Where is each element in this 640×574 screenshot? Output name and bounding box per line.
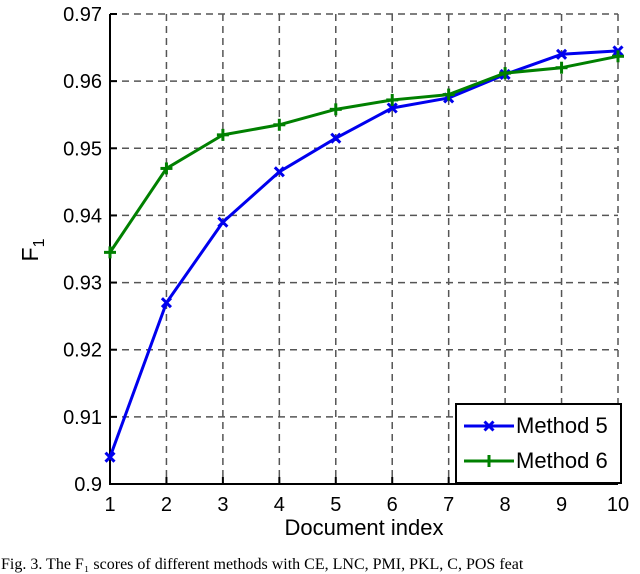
- y-axis-label-subscript: 1: [30, 238, 48, 248]
- x-tick-label: 5: [330, 494, 341, 516]
- marker-method-5: [160, 297, 173, 309]
- legend-swatch-marker: [483, 420, 495, 432]
- x-tick-label: 8: [500, 494, 511, 516]
- x-tick-label: 10: [607, 494, 629, 516]
- y-tick-label: 0.93: [63, 273, 102, 295]
- legend: Method 5 Method 6: [455, 403, 622, 484]
- legend-line-x-marker-icon: [464, 420, 514, 432]
- x-tick-label: 3: [217, 494, 228, 516]
- x-tick-label: 4: [274, 494, 285, 516]
- marker-method-5: [386, 102, 398, 114]
- x-tick-label: 1: [104, 494, 115, 516]
- marker-method-5: [104, 451, 116, 463]
- y-tick-label: 0.92: [63, 340, 102, 362]
- x-axis-label: Document index: [284, 515, 444, 540]
- legend-item-method-6: Method 6: [462, 448, 620, 474]
- y-tick-label: 0.94: [63, 205, 102, 227]
- marker-method-5: [217, 216, 229, 228]
- y-tick-label: 0.9: [74, 474, 102, 496]
- legend-line-plus-marker-icon: [464, 454, 514, 467]
- legend-label-method-5: Method 5: [516, 413, 608, 439]
- y-axis-label: F1: [17, 239, 49, 262]
- figure-caption: Fig. 3. The F₁ scores of different metho…: [1, 556, 524, 573]
- series-line-method-6: [108, 54, 619, 254]
- x-tick-label: 2: [161, 494, 172, 516]
- y-axis-label-main: F: [17, 247, 44, 262]
- marker-method-5: [273, 166, 285, 178]
- x-tick-label: 9: [556, 494, 567, 516]
- y-tick-label: 0.97: [63, 4, 102, 26]
- marker-method-5: [555, 48, 568, 60]
- y-tick-label: 0.95: [63, 138, 102, 160]
- legend-label-method-6: Method 6: [516, 447, 608, 473]
- x-tick-label: 6: [387, 494, 398, 516]
- x-tick-label: 7: [443, 494, 454, 516]
- legend-item-method-5: Method 5: [462, 413, 620, 439]
- marker-method-5: [330, 132, 342, 144]
- series-line-method-5: [108, 49, 619, 458]
- y-tick-label: 0.91: [63, 407, 102, 429]
- y-tick-label: 0.96: [63, 71, 102, 93]
